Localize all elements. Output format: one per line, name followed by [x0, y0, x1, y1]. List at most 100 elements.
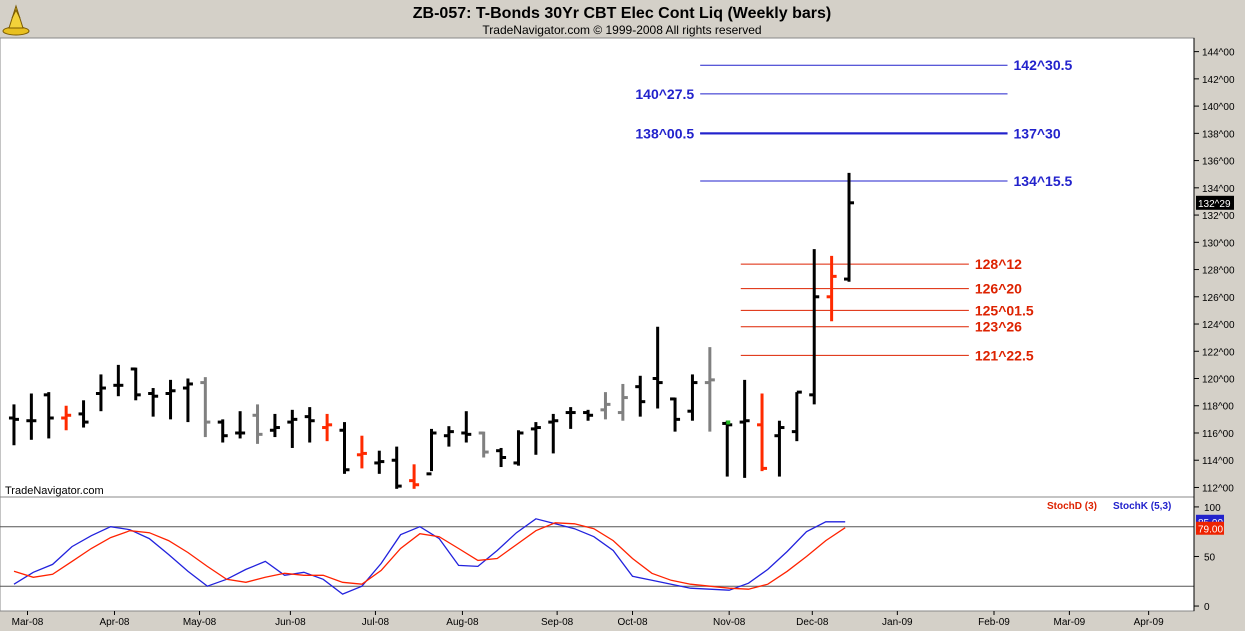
price-panel	[0, 37, 1195, 498]
trade-navigator-logo-icon	[2, 4, 30, 36]
blue-level-label: 140^27.5	[635, 86, 694, 102]
price-levels: 142^30.5 140^27.5 138^00.5 137^30 134^15.5 12…	[635, 57, 1072, 363]
price-bar	[496, 447, 507, 468]
price-bar	[356, 435, 367, 469]
y-tick-label: 114^00	[1202, 456, 1234, 467]
price-bar	[774, 420, 785, 477]
stochD-last-flag	[1196, 521, 1224, 535]
price-bars	[8, 172, 855, 489]
y-tick-label: 132^00	[1202, 211, 1235, 222]
stochD-line	[13, 522, 846, 590]
x-tick-label: Apr-08	[99, 617, 129, 628]
price-bar	[26, 393, 37, 440]
x-tick-label: Oct-08	[618, 617, 648, 628]
y-tick-label: 130^00	[1202, 238, 1235, 249]
last-price-flag	[1196, 195, 1234, 210]
price-bar	[565, 407, 576, 429]
x-tick-label: Mar-09	[1054, 617, 1086, 628]
price-bar	[322, 413, 333, 442]
x-tick-label: Dec-08	[796, 617, 829, 628]
legend-stochD: StochD (3)	[1047, 501, 1097, 512]
y-tick-label: 138^00	[1202, 129, 1235, 140]
y-tick-label: 128^00	[1202, 266, 1235, 277]
price-bar	[600, 392, 611, 420]
blue-level-label: 138^00.5	[635, 125, 694, 141]
logo	[2, 4, 30, 36]
x-tick-label: Aug-08	[446, 617, 479, 628]
price-bar	[461, 411, 472, 443]
price-bar	[809, 249, 820, 405]
stochK-line	[13, 518, 846, 595]
y-tick-label: 124^00	[1202, 320, 1235, 331]
price-bar	[304, 407, 315, 443]
price-bar	[78, 400, 89, 428]
x-tick-label: May-08	[183, 617, 217, 628]
y-tick-label: 136^00	[1202, 157, 1235, 168]
price-bar	[95, 374, 106, 412]
x-axis: Mar-08 Apr-08 May-08 Jun-08 Jul-08 Aug-08 Sep-…	[12, 611, 1164, 628]
y-tick-label: 116^00	[1202, 429, 1234, 440]
price-bar	[391, 446, 402, 489]
price-y-axis: 112^00 114^00 116^00 118^00 120^00 122^00 124^…	[1193, 38, 1235, 611]
price-bar	[182, 378, 193, 423]
stochastic-panel	[0, 496, 1195, 612]
price-bar	[844, 172, 855, 282]
chart-title: ZB-057: T-Bonds 30Yr CBT Elec Cont Liq (…	[413, 5, 831, 22]
x-tick-label: Jan-09	[882, 617, 913, 628]
price-bar	[61, 405, 72, 431]
x-tick-label: Feb-09	[978, 617, 1010, 628]
stoch-y-tick-label: 100	[1204, 503, 1221, 514]
x-tick-label: Jun-08	[275, 617, 306, 628]
y-tick-label: 118^00	[1202, 402, 1234, 413]
price-bar	[287, 409, 298, 448]
price-bar	[478, 431, 489, 458]
price-bar	[583, 409, 594, 421]
price-bar	[739, 379, 750, 478]
blue-level-label: 137^30	[1014, 125, 1061, 141]
stochD-last-label: 79.00	[1198, 525, 1223, 536]
price-bar	[235, 411, 246, 439]
y-tick-label: 126^00	[1202, 293, 1235, 304]
price-bar	[530, 422, 541, 455]
price-bar	[252, 404, 263, 444]
price-bar	[757, 393, 768, 472]
price-bar	[409, 464, 420, 489]
price-bar	[339, 422, 350, 474]
blue-level-label: 134^15.5	[1014, 173, 1073, 189]
price-bar	[443, 426, 454, 447]
y-tick-label: 120^00	[1202, 375, 1235, 386]
price-bar	[8, 404, 19, 446]
price-bar	[148, 388, 159, 417]
red-level-label: 123^26	[975, 319, 1022, 335]
legend-stochK: StochK (5,3)	[1113, 501, 1171, 512]
green-marker	[726, 420, 731, 425]
price-bar	[165, 379, 176, 420]
price-bar	[704, 347, 715, 432]
y-tick-label: 142^00	[1202, 75, 1235, 86]
y-tick-label: 112^00	[1202, 483, 1234, 494]
price-bar	[670, 397, 681, 432]
price-bar	[652, 326, 663, 409]
red-level-label: 125^01.5	[975, 302, 1034, 318]
stochastic-lines	[0, 518, 1194, 595]
x-tick-label: Mar-08	[12, 617, 44, 628]
price-bar	[130, 367, 141, 401]
price-bar	[43, 392, 54, 439]
price-bar	[826, 255, 837, 322]
price-bar	[426, 428, 437, 476]
x-tick-label: Nov-08	[713, 617, 746, 628]
x-tick-label: Apr-09	[1134, 617, 1164, 628]
price-bar	[791, 390, 802, 442]
price-bar	[513, 430, 524, 466]
price-bar	[113, 364, 124, 397]
y-tick-label: 122^00	[1202, 347, 1235, 358]
chart-subtitle: TradeNavigator.com © 1999-2008 All right…	[482, 23, 761, 37]
stoch-y-tick-label: 0	[1204, 602, 1210, 613]
price-bar	[374, 450, 385, 474]
price-bar	[635, 375, 646, 417]
last-price-label: 132^29	[1198, 199, 1231, 210]
y-tick-label: 144^00	[1202, 48, 1235, 59]
price-bar	[269, 413, 280, 438]
red-level-label: 128^12	[975, 256, 1022, 272]
